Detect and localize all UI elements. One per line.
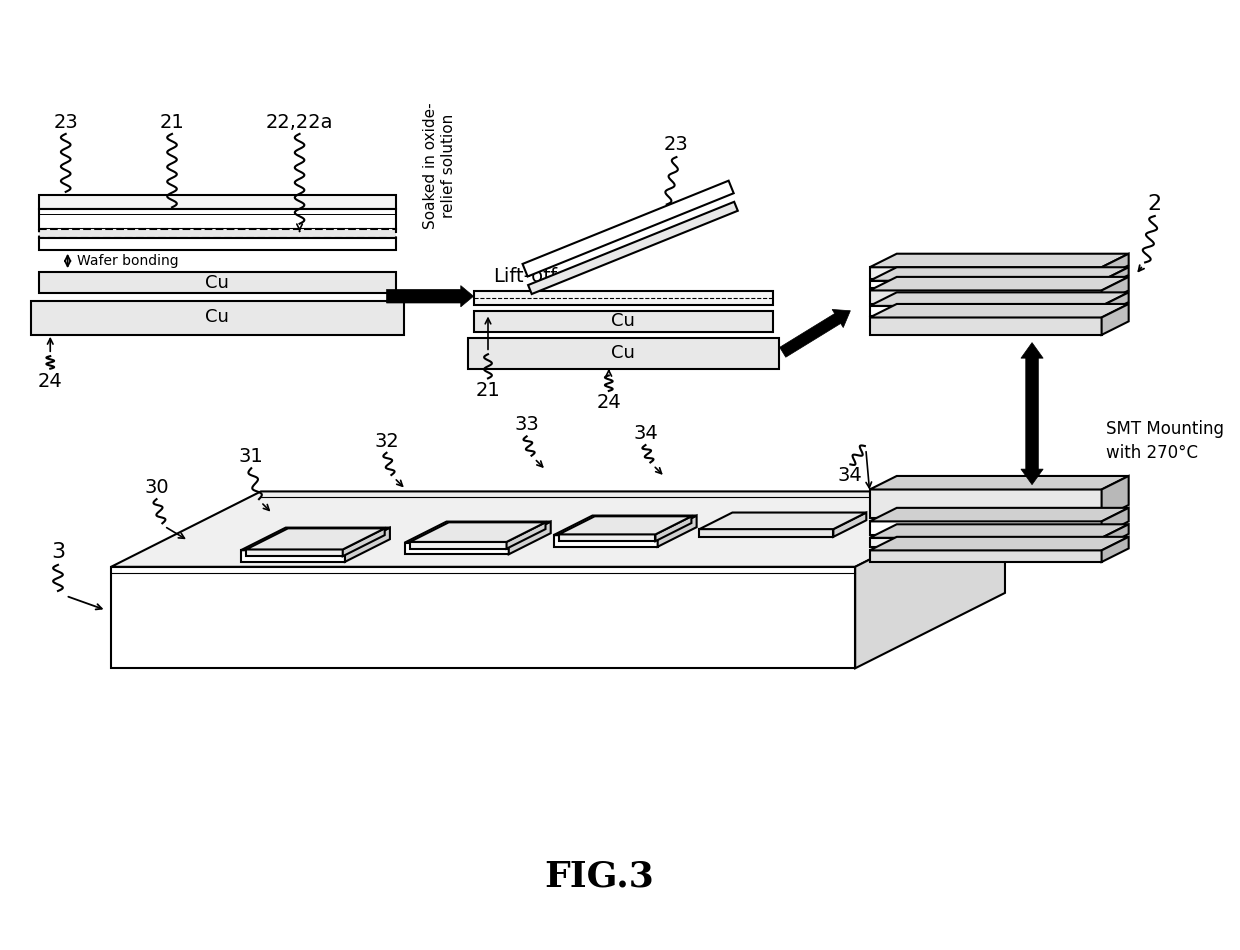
Text: 3: 3 xyxy=(51,542,64,562)
Polygon shape xyxy=(1101,537,1128,562)
Polygon shape xyxy=(1021,343,1043,484)
Text: 23: 23 xyxy=(53,113,78,132)
Polygon shape xyxy=(869,267,1128,281)
Polygon shape xyxy=(241,550,345,561)
Polygon shape xyxy=(1101,293,1128,315)
Text: 31: 31 xyxy=(239,447,264,466)
Text: 21: 21 xyxy=(160,113,185,132)
Polygon shape xyxy=(1101,508,1128,535)
Polygon shape xyxy=(869,306,1101,315)
Polygon shape xyxy=(410,542,507,549)
Polygon shape xyxy=(869,291,1101,304)
Polygon shape xyxy=(833,513,867,537)
Text: 24: 24 xyxy=(596,393,621,412)
Polygon shape xyxy=(38,229,397,238)
Polygon shape xyxy=(528,201,738,294)
Text: FIG.3: FIG.3 xyxy=(544,859,653,893)
Text: Wafer bonding: Wafer bonding xyxy=(77,254,179,268)
Text: 30: 30 xyxy=(144,478,169,497)
Text: Soaked in oxide-
relief solution: Soaked in oxide- relief solution xyxy=(423,103,456,229)
Text: Cu: Cu xyxy=(611,344,635,362)
Polygon shape xyxy=(559,516,692,535)
Polygon shape xyxy=(869,508,1128,522)
Polygon shape xyxy=(38,209,397,229)
Text: 21: 21 xyxy=(476,382,501,401)
Text: Cu: Cu xyxy=(611,313,635,331)
Text: 32: 32 xyxy=(374,431,399,450)
Text: 24: 24 xyxy=(38,371,63,390)
Polygon shape xyxy=(869,522,1101,535)
Polygon shape xyxy=(112,491,1004,567)
Polygon shape xyxy=(869,537,1128,550)
Polygon shape xyxy=(345,527,389,561)
Polygon shape xyxy=(507,522,546,549)
Text: Cu: Cu xyxy=(206,274,229,292)
Polygon shape xyxy=(241,527,389,550)
Text: SMT Mounting
with 270°C: SMT Mounting with 270°C xyxy=(1106,421,1224,462)
Text: 22,22a: 22,22a xyxy=(265,113,334,132)
Polygon shape xyxy=(869,304,1128,317)
Text: 33: 33 xyxy=(515,415,539,434)
Polygon shape xyxy=(410,522,546,541)
Text: 23: 23 xyxy=(665,135,688,154)
Polygon shape xyxy=(508,522,551,554)
Polygon shape xyxy=(856,491,1004,668)
Polygon shape xyxy=(246,549,342,557)
Text: Cu: Cu xyxy=(206,309,229,327)
Polygon shape xyxy=(112,567,856,668)
Text: Lift-off: Lift-off xyxy=(492,267,557,286)
Polygon shape xyxy=(1101,276,1128,304)
Polygon shape xyxy=(699,529,833,537)
Polygon shape xyxy=(522,180,734,276)
Polygon shape xyxy=(699,513,867,529)
Polygon shape xyxy=(869,267,1101,279)
Polygon shape xyxy=(1101,524,1128,547)
Polygon shape xyxy=(404,542,508,554)
Polygon shape xyxy=(553,516,697,535)
Polygon shape xyxy=(1101,304,1128,335)
Polygon shape xyxy=(657,516,697,547)
Polygon shape xyxy=(869,254,1128,267)
Polygon shape xyxy=(38,238,397,250)
Text: 34: 34 xyxy=(634,424,658,443)
Polygon shape xyxy=(387,286,474,307)
Polygon shape xyxy=(869,276,1128,291)
Polygon shape xyxy=(342,528,384,557)
Polygon shape xyxy=(246,528,384,549)
Polygon shape xyxy=(869,293,1128,306)
Polygon shape xyxy=(553,535,657,547)
Polygon shape xyxy=(1101,476,1128,519)
Polygon shape xyxy=(869,317,1101,335)
Polygon shape xyxy=(1101,254,1128,279)
Polygon shape xyxy=(869,281,1101,289)
Text: 2: 2 xyxy=(1148,195,1162,215)
Polygon shape xyxy=(869,476,1128,489)
Polygon shape xyxy=(780,310,851,357)
Polygon shape xyxy=(467,338,779,369)
Polygon shape xyxy=(869,489,1101,519)
Polygon shape xyxy=(656,516,692,541)
Polygon shape xyxy=(869,524,1128,538)
Polygon shape xyxy=(31,301,404,335)
Polygon shape xyxy=(869,550,1101,562)
Polygon shape xyxy=(404,522,551,542)
Polygon shape xyxy=(869,538,1101,547)
Text: 34: 34 xyxy=(838,466,863,485)
Polygon shape xyxy=(38,272,397,294)
Polygon shape xyxy=(474,311,773,332)
Polygon shape xyxy=(474,292,773,305)
Polygon shape xyxy=(559,535,656,541)
Polygon shape xyxy=(38,195,397,209)
Polygon shape xyxy=(1101,267,1128,289)
